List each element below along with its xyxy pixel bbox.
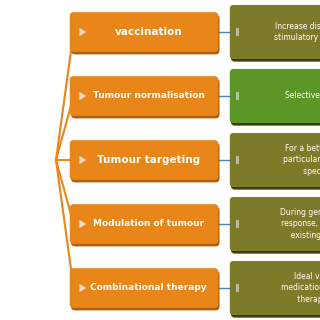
FancyBboxPatch shape <box>236 92 239 100</box>
FancyBboxPatch shape <box>70 12 218 52</box>
FancyBboxPatch shape <box>231 135 320 189</box>
FancyBboxPatch shape <box>231 72 320 126</box>
FancyBboxPatch shape <box>230 5 320 59</box>
FancyBboxPatch shape <box>230 69 320 123</box>
Polygon shape <box>79 284 86 292</box>
Text: For a better 
particular me
   spec: For a better particular me spec <box>283 144 320 176</box>
FancyBboxPatch shape <box>236 28 239 36</box>
FancyBboxPatch shape <box>71 79 220 118</box>
Polygon shape <box>79 28 86 36</box>
FancyBboxPatch shape <box>71 207 220 246</box>
Text: Selectively c: Selectively c <box>285 92 320 100</box>
FancyBboxPatch shape <box>70 76 218 116</box>
Text: Tumour targeting: Tumour targeting <box>97 155 200 165</box>
Text: Increase distribu-
stimulatory molec: Increase distribu- stimulatory molec <box>274 22 320 42</box>
Text: Combinational therapy: Combinational therapy <box>91 284 207 292</box>
Polygon shape <box>79 92 86 100</box>
FancyBboxPatch shape <box>70 140 218 180</box>
FancyBboxPatch shape <box>70 204 218 244</box>
FancyBboxPatch shape <box>71 143 220 182</box>
FancyBboxPatch shape <box>230 261 320 315</box>
FancyBboxPatch shape <box>230 197 320 251</box>
FancyBboxPatch shape <box>71 271 220 310</box>
FancyBboxPatch shape <box>236 284 239 292</box>
Text: vaccination: vaccination <box>115 27 183 37</box>
FancyBboxPatch shape <box>70 268 218 308</box>
Text: During genera-
response, com
  existing or: During genera- response, com existing or <box>280 208 320 240</box>
FancyBboxPatch shape <box>236 220 239 228</box>
Polygon shape <box>79 220 86 228</box>
Text: Modulation of tumour: Modulation of tumour <box>93 220 204 228</box>
FancyBboxPatch shape <box>236 156 239 164</box>
Text: Ideal ve
medications in
   therapy: Ideal ve medications in therapy <box>281 272 320 304</box>
FancyBboxPatch shape <box>231 200 320 253</box>
Text: Tumour normalisation: Tumour normalisation <box>93 92 205 100</box>
FancyBboxPatch shape <box>230 133 320 187</box>
FancyBboxPatch shape <box>71 15 220 54</box>
FancyBboxPatch shape <box>231 264 320 317</box>
Polygon shape <box>79 156 86 164</box>
FancyBboxPatch shape <box>231 8 320 61</box>
